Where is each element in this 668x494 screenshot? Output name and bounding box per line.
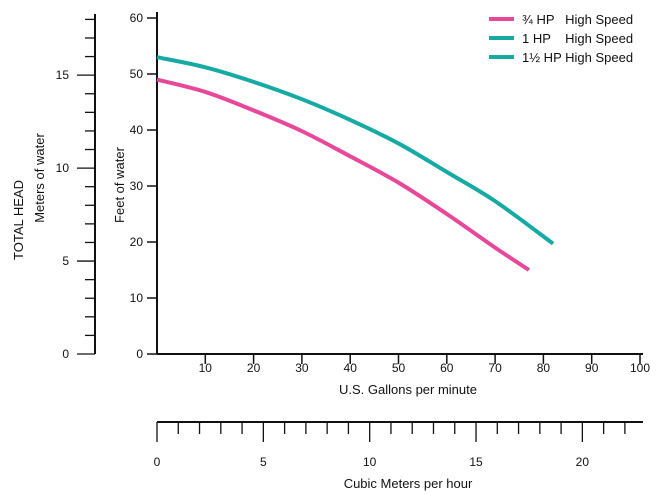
legend-label-0: ¾ HP High Speed [522, 12, 633, 27]
y-meters-label-line2: Meters of water [32, 133, 47, 223]
x-gpm-label: U.S. Gallons per minute [339, 382, 477, 397]
legend: ¾ HP High Speed 1 HP High Speed 1½ HP High… [489, 12, 633, 65]
x-gpm-tick-label: 20 [247, 361, 261, 375]
meters-axis: 0 5 10 15 [56, 14, 96, 361]
legend-label-2: 1½ HP High Speed [522, 50, 633, 65]
x-m3h-tick-label: 5 [260, 455, 267, 469]
x-gpm-tick-label: 70 [488, 361, 502, 375]
x-m3h-tick-label: 15 [469, 455, 483, 469]
x-m3h-tick-label: 10 [363, 455, 377, 469]
x-m3h-tick-label: 0 [154, 455, 161, 469]
x-gpm-tick-label: 80 [537, 361, 551, 375]
legend-label-1: 1 HP High Speed [522, 31, 633, 46]
y-feet-tick-label: 60 [130, 11, 144, 25]
x-m3h-tick-label: 20 [576, 455, 590, 469]
y-feet-tick-label: 10 [130, 291, 144, 305]
y-meters-tick-label: 15 [56, 68, 70, 82]
series-line-0 [156, 77, 531, 272]
x-gpm-tick-label: 10 [199, 361, 213, 375]
x-gpm-tick-label: 50 [392, 361, 406, 375]
y-meters-tick-label: 0 [62, 347, 69, 361]
y-feet-tick-label: 20 [130, 235, 144, 249]
series-layer [156, 55, 555, 272]
y-feet-tick-label: 30 [130, 179, 144, 193]
x-gpm-tick-label: 100 [630, 361, 650, 375]
x-gpm-tick-label: 30 [295, 361, 309, 375]
feet-gpm-axes: 0 10 20 30 40 50 60 10 20 30 40 50 60 70 80 90 100 [130, 11, 651, 375]
y-feet-tick-label: 50 [130, 67, 144, 81]
y-feet-tick-label: 0 [136, 347, 143, 361]
x-m3h-label: Cubic Meters per hour [344, 476, 473, 491]
series-line-1 [156, 55, 555, 246]
x-gpm-tick-label: 40 [344, 361, 358, 375]
y-meters-label-line1: TOTAL HEAD [11, 180, 26, 260]
y-feet-tick-label: 40 [130, 123, 144, 137]
x-gpm-tick-label: 90 [585, 361, 599, 375]
y-feet-label: Feet of water [112, 146, 127, 223]
y-meters-tick-label: 10 [56, 161, 70, 175]
x-gpm-tick-label: 60 [440, 361, 454, 375]
y-meters-tick-label: 5 [62, 254, 69, 268]
cubic-meters-axis: 0 5 10 15 20 [154, 421, 643, 469]
